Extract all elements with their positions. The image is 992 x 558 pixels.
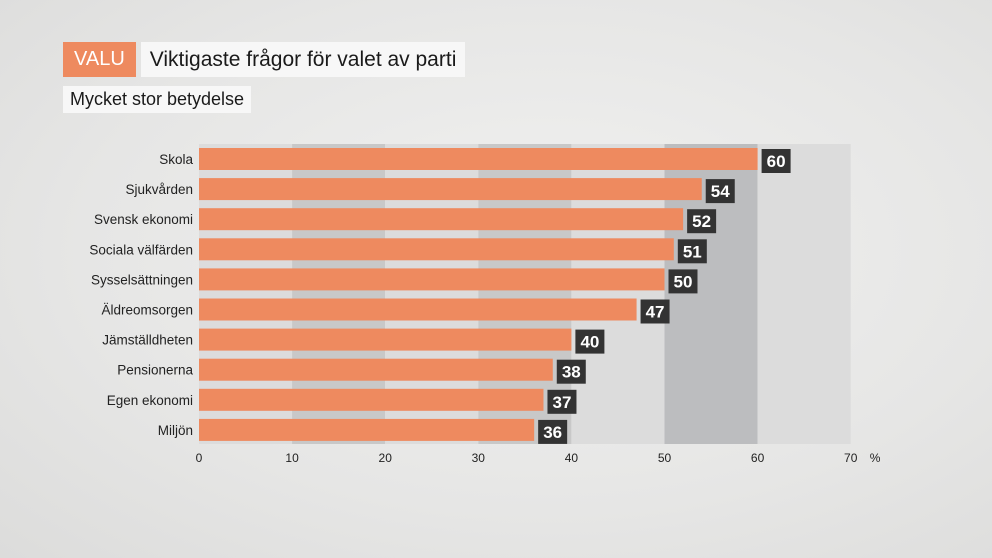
category-label: Jämställdheten: [102, 333, 193, 348]
x-tick-label: 40: [565, 451, 579, 465]
category-label: Miljön: [158, 423, 193, 438]
x-tick-label: 50: [658, 451, 672, 465]
x-tick-label: 20: [379, 451, 393, 465]
chart-title: Viktigaste frågor för valet av parti: [140, 42, 466, 77]
category-label: Äldreomsorgen: [101, 303, 193, 318]
value-label-box: [547, 389, 577, 414]
x-tick-label: 60: [751, 451, 765, 465]
bar: [199, 148, 758, 170]
category-label: Sjukvården: [125, 182, 193, 197]
x-tick-label: 10: [285, 451, 299, 465]
value-label: 37: [553, 393, 572, 412]
category-label: Skola: [159, 152, 193, 167]
grid-band: [757, 144, 851, 444]
value-label-box: [668, 269, 698, 294]
value-label-box: [687, 209, 717, 234]
chart-subtitle: Mycket stor betydelse: [63, 86, 252, 113]
bar: [199, 268, 665, 291]
chart-header: VALU Viktigaste frågor för valet av part…: [63, 42, 466, 77]
bar: [199, 238, 674, 261]
category-label: Pensionerna: [117, 363, 193, 378]
value-label: 51: [683, 242, 702, 261]
category-label: Sociala välfärden: [89, 242, 193, 257]
bar: [199, 328, 572, 351]
value-label-box: [761, 149, 791, 173]
value-label: 50: [674, 272, 693, 291]
x-tick-label: 70: [844, 451, 858, 465]
value-label-box: [705, 179, 735, 204]
category-label: Sysselsättningen: [91, 272, 193, 287]
bar: [199, 358, 553, 381]
category-label: Egen ekonomi: [107, 393, 193, 408]
value-label: 60: [767, 152, 786, 171]
bar: [199, 418, 535, 441]
value-label: 47: [646, 303, 665, 322]
value-label-box: [677, 239, 707, 264]
bar: [199, 298, 637, 321]
value-label-box: [538, 419, 568, 444]
value-label: 38: [562, 363, 581, 382]
value-label: 52: [692, 212, 711, 231]
x-unit-label: %: [870, 451, 881, 465]
valu-tag: VALU: [63, 42, 136, 77]
value-label: 40: [580, 333, 599, 352]
x-tick-label: 0: [196, 451, 203, 465]
value-label-box: [556, 359, 586, 384]
bar: [199, 208, 684, 231]
bar: [199, 178, 702, 201]
value-label: 36: [543, 423, 562, 442]
x-tick-label: 30: [472, 451, 486, 465]
value-label: 54: [711, 182, 730, 201]
bar: [199, 388, 544, 411]
category-label: Svensk ekonomi: [94, 212, 193, 227]
value-label-box: [575, 329, 605, 354]
value-label-box: [640, 299, 670, 324]
